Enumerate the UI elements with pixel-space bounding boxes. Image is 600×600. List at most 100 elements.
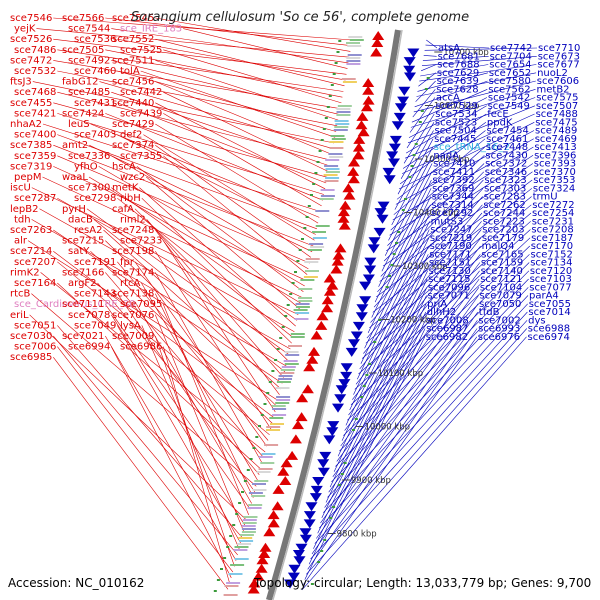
- right-connector-line: [412, 89, 436, 118]
- left-gene-label: def2: [120, 130, 142, 141]
- left-gene-label: sce7424: [62, 108, 104, 119]
- map-title: Sorangium cellulosum 'So ce 56', complet…: [130, 10, 470, 25]
- left-connector-line: [57, 325, 243, 538]
- right-connector-line: [422, 56, 489, 61]
- gc-marker: [324, 117, 328, 119]
- right-strand-feature: [376, 214, 389, 224]
- left-connector-line: [163, 304, 249, 516]
- left-gene-label: metK: [112, 183, 139, 194]
- right-gene-label: sce7115: [428, 274, 470, 285]
- left-connector-line: [155, 38, 345, 87]
- left-connector-line: [141, 325, 240, 550]
- right-connector-line: [371, 196, 431, 318]
- left-strand-feature: [306, 354, 319, 364]
- right-gene-label: metB2: [537, 84, 570, 95]
- feature-track-segment: [312, 237, 327, 239]
- feature-track-segment: [337, 105, 352, 107]
- right-strand-feature: [284, 579, 296, 589]
- left-gene-label: sce7233: [120, 236, 162, 247]
- right-gene-label: sce7121: [480, 274, 522, 285]
- right-gene-label: sce7489: [535, 126, 577, 137]
- gc-marker: [268, 381, 272, 383]
- left-connector-line: [53, 144, 314, 247]
- feature-track-segment: [264, 444, 279, 446]
- left-gene-label: sce7006: [14, 342, 56, 353]
- left-gene-label: lysA: [120, 320, 141, 331]
- right-strand-feature: [350, 331, 363, 341]
- right-strand-feature: [407, 48, 420, 58]
- left-connector-line: [57, 197, 295, 333]
- right-strand-feature: [299, 528, 312, 538]
- gc-marker: [298, 249, 302, 251]
- left-strand-feature: [348, 157, 360, 167]
- left-gene-label: pyrH: [62, 204, 86, 215]
- left-gene-label: sce7544: [68, 24, 110, 35]
- left-strand-feature: [310, 330, 323, 340]
- left-strand-feature: [370, 47, 383, 57]
- right-gene-label: sce7208: [531, 225, 573, 236]
- left-gene-label: sce7214: [10, 246, 52, 257]
- feature-track-segment: [228, 573, 243, 575]
- feature-track-segment: [334, 120, 349, 122]
- right-gene-label: sce7411: [433, 167, 475, 178]
- left-strand-feature: [360, 102, 373, 112]
- right-connector-line: [344, 254, 481, 431]
- left-gene-label: cafA: [112, 204, 134, 215]
- left-connector-line: [155, 251, 272, 430]
- right-strand-feature: [292, 550, 305, 559]
- left-gene-label: sce7009: [112, 331, 154, 342]
- left-connector-line: [98, 166, 305, 287]
- right-connector-line: [425, 44, 490, 49]
- feature-track-segment: [295, 303, 310, 305]
- feature-track-segment: [290, 336, 305, 338]
- right-gene-label: dys: [528, 315, 545, 326]
- right-connector-line: [377, 179, 484, 293]
- left-connector-line: [42, 123, 321, 212]
- left-strand-feature: [343, 190, 356, 200]
- left-connector-line: [155, 123, 319, 224]
- gc-marker: [286, 304, 290, 306]
- right-gene-label: sce7393: [534, 159, 576, 170]
- right-gene-label: sce7262: [483, 200, 525, 211]
- gc-marker: [229, 535, 233, 537]
- right-connector-line: [415, 80, 436, 102]
- left-gene-label: eriL: [10, 310, 29, 321]
- gc-marker: [246, 469, 250, 471]
- feature-track-segment: [234, 546, 249, 548]
- left-strand-feature: [272, 484, 285, 494]
- right-strand-feature: [383, 175, 396, 185]
- left-strand-feature: [323, 286, 336, 296]
- feature-track-segment: [284, 363, 299, 365]
- left-gene-label: sce7511: [112, 55, 154, 66]
- left-strand-feature: [308, 346, 320, 356]
- right-gene-label: sce7292: [431, 208, 473, 219]
- right-gene-label: sce7410: [433, 159, 475, 170]
- right-gene-label: sce7507: [536, 101, 578, 112]
- gc-marker: [318, 150, 322, 152]
- left-connector-line: [105, 49, 343, 98]
- right-strand-feature: [338, 379, 351, 389]
- right-gene-label: sce7231: [532, 216, 574, 227]
- right-strand-feature: [288, 564, 301, 574]
- right-gene-label: sce7504: [435, 126, 477, 137]
- right-strand-feature: [362, 274, 375, 284]
- right-connector-line: [420, 64, 489, 77]
- left-gene-label: sce7492: [68, 55, 110, 66]
- left-connector-line: [155, 272, 263, 464]
- left-gene-label: sce7468: [14, 87, 56, 98]
- left-gene-label: rimK2: [10, 267, 40, 278]
- right-connector-line: [400, 122, 435, 179]
- left-gene-label: sce7355: [120, 151, 162, 162]
- right-connector-line: [366, 204, 483, 339]
- left-gene-label: sce7207: [14, 257, 56, 268]
- right-connector-line: [301, 336, 527, 591]
- left-connector-line: [117, 261, 269, 441]
- right-connector-line: [390, 146, 485, 231]
- feature-track-segment: [346, 60, 361, 62]
- feature-track-segment: [324, 165, 339, 167]
- left-connector-line: [117, 293, 256, 493]
- feature-track-segment: [305, 258, 320, 260]
- left-gene-label: sce7439: [120, 108, 162, 119]
- right-gene-label: sce6987: [426, 324, 468, 335]
